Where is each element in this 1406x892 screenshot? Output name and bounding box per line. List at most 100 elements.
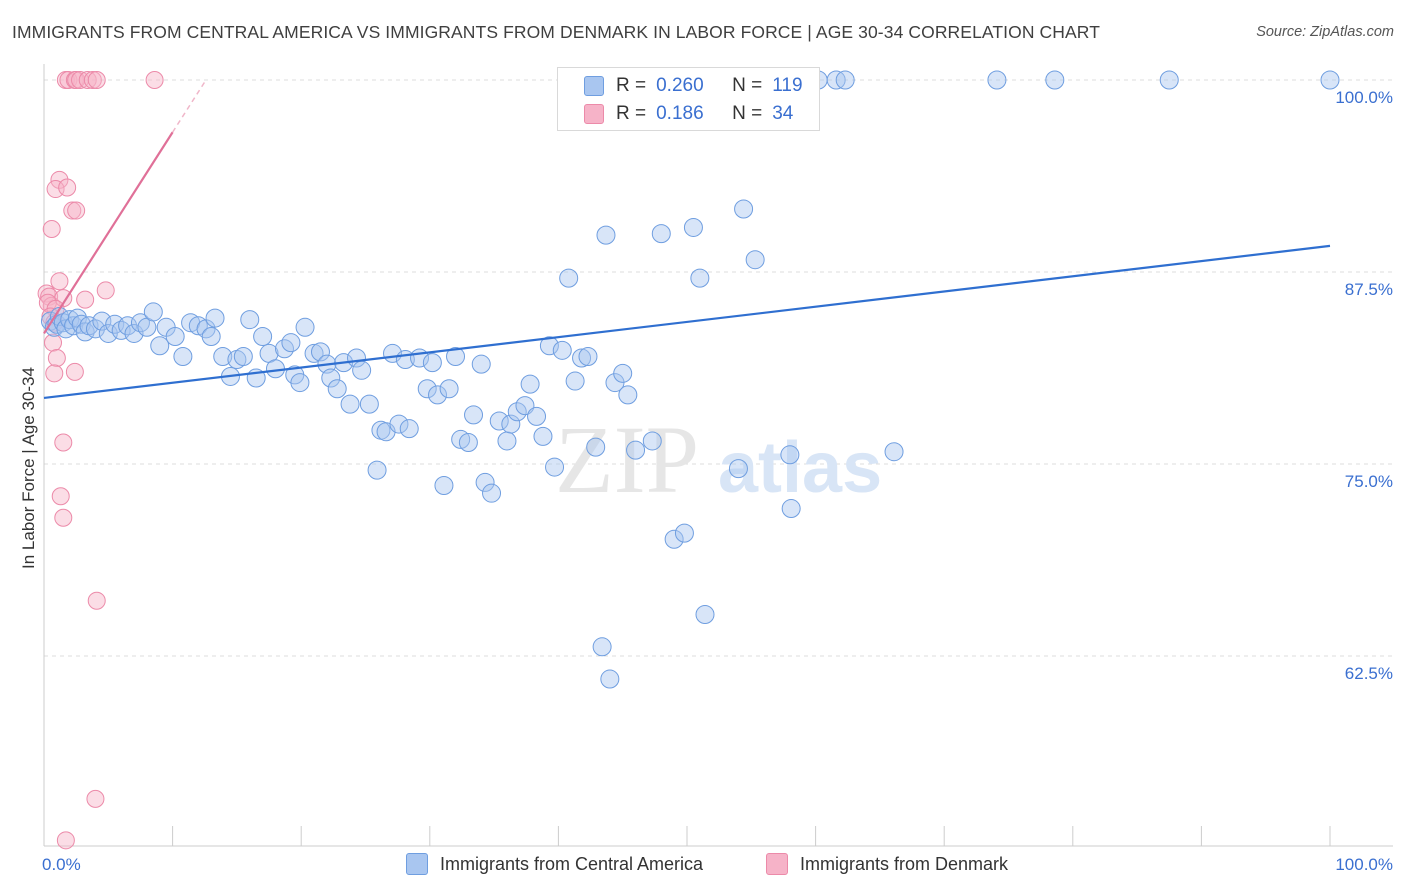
point-central-america: [539, 336, 559, 356]
chart-title: IMMIGRANTS FROM CENTRAL AMERICA VS IMMIG…: [12, 22, 1100, 42]
point-denmark: [83, 71, 102, 89]
point-central-america: [734, 199, 754, 219]
point-central-america: [304, 343, 324, 363]
legend-r-label: R =: [616, 75, 647, 96]
point-central-america: [340, 394, 360, 414]
point-central-america: [165, 327, 185, 347]
x-tick-label-left: 0.0%: [42, 855, 81, 874]
point-central-america: [1320, 70, 1340, 90]
point-central-america: [884, 442, 904, 462]
point-central-america: [501, 414, 521, 434]
point-central-america: [728, 459, 748, 479]
point-central-america: [507, 402, 527, 422]
y-tick-label: 87.5%: [1345, 280, 1393, 299]
point-central-america: [205, 308, 225, 328]
point-central-america: [664, 529, 684, 549]
point-denmark: [145, 71, 164, 89]
point-central-america: [359, 394, 379, 414]
point-central-america: [464, 405, 484, 425]
legend-n-value-1: 119: [772, 75, 803, 96]
legend-row-denmark: R = 0.186 N = 34: [584, 100, 793, 128]
y-axis-label: In Labor Force | Age 30-34: [19, 367, 38, 569]
point-central-america: [399, 419, 419, 439]
point-denmark: [54, 433, 73, 452]
point-central-america: [683, 217, 703, 237]
series-central-america-points: [40, 70, 1340, 689]
point-central-america: [188, 316, 208, 336]
point-central-america: [613, 363, 633, 383]
point-central-america: [780, 445, 800, 465]
point-denmark: [67, 201, 86, 220]
point-central-america: [527, 406, 547, 426]
series-denmark-points: [37, 71, 164, 850]
point-central-america: [642, 431, 662, 451]
point-denmark: [50, 170, 69, 189]
point-central-america: [600, 669, 620, 689]
point-central-america: [201, 327, 221, 347]
trend-extension-denmark: [171, 81, 206, 133]
point-central-america: [545, 457, 565, 477]
point-denmark: [45, 364, 64, 383]
point-central-america: [173, 346, 193, 366]
point-central-america: [428, 385, 448, 405]
axes: [43, 64, 1393, 847]
point-central-america: [565, 371, 585, 391]
point-denmark: [51, 487, 70, 506]
point-central-america: [458, 432, 478, 452]
point-central-america: [471, 354, 491, 374]
point-central-america: [367, 460, 387, 480]
point-central-america: [352, 360, 372, 380]
point-denmark: [54, 508, 73, 527]
point-central-america: [290, 373, 310, 393]
bottom-legend-central-america: Immigrants from Central America: [406, 852, 703, 876]
point-central-america: [489, 411, 509, 431]
point-central-america: [781, 499, 801, 519]
trend-line-denmark: [43, 131, 174, 335]
point-denmark: [86, 789, 105, 808]
legend-r-value-2: 0.186: [656, 103, 704, 124]
point-central-america: [417, 379, 437, 399]
point-central-america: [987, 70, 1007, 90]
point-denmark: [63, 201, 82, 220]
point-central-america: [1045, 70, 1065, 90]
point-central-america: [92, 311, 112, 331]
tick-labels: 100.0% 87.5% 75.0% 62.5% 0.0% 100.0%: [42, 88, 1393, 874]
point-central-america: [674, 523, 694, 543]
point-central-america: [520, 374, 540, 394]
gridlines: [44, 79, 1393, 657]
point-central-america: [253, 327, 273, 347]
point-central-america: [446, 346, 466, 366]
bottom-legend-label-2: Immigrants from Denmark: [800, 853, 1009, 874]
point-denmark: [87, 71, 106, 89]
point-central-america: [434, 476, 454, 496]
point-central-america: [626, 440, 646, 460]
point-central-america: [578, 346, 598, 366]
point-central-america: [213, 346, 233, 366]
point-central-america: [586, 437, 606, 457]
point-denmark: [56, 831, 75, 850]
point-central-america: [233, 346, 253, 366]
point-central-america: [651, 224, 671, 244]
point-denmark: [87, 591, 106, 610]
point-central-america: [295, 317, 315, 337]
legend-row-central-america: R = 0.260 N = 119: [584, 72, 803, 100]
point-central-america: [695, 605, 715, 625]
bottom-legend-swatch-pink: [766, 853, 788, 875]
point-central-america: [439, 379, 459, 399]
point-denmark: [78, 71, 97, 89]
y-tick-label: 75.0%: [1345, 472, 1393, 491]
point-central-america: [327, 379, 347, 399]
correlation-legend: R = 0.260 N = 119 R = 0.186 N = 34: [557, 67, 820, 131]
bottom-legend-label-1: Immigrants from Central America: [440, 853, 704, 874]
trend-line-central-america: [43, 244, 1331, 400]
x-tick-label-right: 100.0%: [1335, 855, 1393, 874]
trend-lines: [43, 81, 1331, 400]
point-central-america: [281, 333, 301, 353]
point-central-america: [559, 268, 579, 288]
point-central-america: [482, 483, 502, 503]
point-central-america: [552, 340, 572, 360]
point-central-america: [321, 368, 341, 388]
legend-r-value-1: 0.260: [656, 75, 704, 96]
watermark-zip: ZIP: [555, 406, 699, 513]
source-label: Source: ZipAtlas.com: [1256, 24, 1394, 40]
